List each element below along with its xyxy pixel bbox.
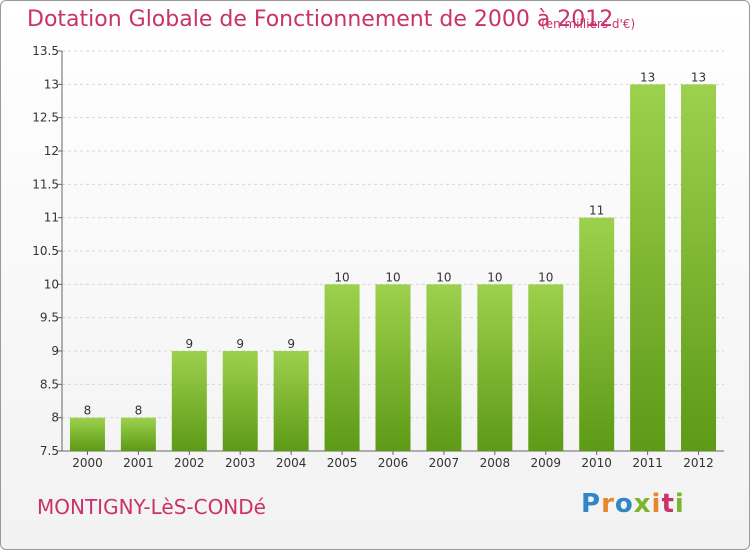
logo-letter: i	[651, 489, 662, 519]
proxiti-logo[interactable]: Proxiti	[581, 489, 685, 519]
bar-value-label: 9	[185, 337, 193, 351]
y-tick-label: 13.5	[32, 44, 59, 58]
logo-letter: r	[601, 489, 615, 519]
logo-letter: t	[661, 489, 675, 519]
bar-value-label: 9	[236, 337, 244, 351]
data-labels: 8 8 9 9 9 10 10 10 10 10 11 13 13	[84, 70, 707, 417]
bar-value-label: 10	[436, 270, 451, 284]
bar	[681, 84, 717, 451]
x-tick-label: 2009	[530, 456, 561, 470]
y-tick-label: 10	[44, 277, 59, 291]
bars	[69, 84, 717, 451]
bar	[579, 217, 615, 451]
chart-title: Dotation Globale de Fonctionnement de 20…	[27, 7, 614, 32]
y-tick-label: 8.5	[40, 377, 59, 391]
bar	[477, 284, 513, 451]
y-tick-label: 11	[44, 211, 59, 225]
bar-value-label: 10	[538, 270, 553, 284]
y-tick-label: 13	[44, 77, 59, 91]
y-tick-label: 11.5	[32, 177, 59, 191]
bar-value-label: 10	[487, 270, 502, 284]
logo-letter: i	[674, 489, 685, 519]
bar	[69, 417, 105, 451]
y-tick-label: 12.5	[32, 111, 59, 125]
bar-value-label: 8	[84, 404, 92, 418]
commune-name: MONTIGNY-LèS-CONDé	[37, 495, 266, 519]
x-tick-label: 2005	[327, 456, 358, 470]
x-tick-label: 2008	[480, 456, 511, 470]
x-tick-label: 2000	[72, 456, 103, 470]
bar	[426, 284, 462, 451]
logo-letter: o	[614, 489, 634, 519]
x-tick-labels: 2000 2001 2002 2003 2004 2005 2006 2007 2008 2009…	[72, 456, 714, 470]
bar	[171, 351, 207, 451]
bar	[120, 417, 156, 451]
x-tick-label: 2007	[429, 456, 460, 470]
x-tick-label: 2006	[378, 456, 409, 470]
y-tick-label: 9.5	[40, 311, 59, 325]
bar-value-label: 8	[135, 404, 143, 418]
bar-value-label: 11	[589, 204, 604, 218]
logo-letter: x	[633, 489, 652, 519]
y-tick-label: 8	[51, 411, 59, 425]
x-tick-label: 2010	[581, 456, 612, 470]
logo-letter: P	[581, 489, 602, 519]
bar-value-label: 13	[640, 70, 655, 84]
bar-value-label: 9	[287, 337, 295, 351]
bar	[630, 84, 666, 451]
x-tick-label: 2003	[225, 456, 256, 470]
bar	[324, 284, 360, 451]
y-tick-label: 9	[51, 344, 59, 358]
x-tick-label: 2001	[123, 456, 154, 470]
y-tick-label: 7.5	[40, 444, 59, 458]
x-tick-label: 2011	[632, 456, 663, 470]
bar-value-label: 10	[334, 270, 349, 284]
x-tick-label: 2002	[174, 456, 205, 470]
chart-subtitle: (en milliers d'€)	[541, 17, 636, 31]
x-tick-label: 2012	[683, 456, 714, 470]
bar	[222, 351, 258, 451]
bar	[273, 351, 309, 451]
bar	[375, 284, 411, 451]
y-tick-label: 12	[44, 144, 59, 158]
bar-value-label: 10	[385, 270, 400, 284]
bar-value-label: 13	[691, 70, 706, 84]
bar	[528, 284, 564, 451]
y-tick-labels: 7.5 8 8.5 9 9.5 10 10.5 11 11.5 12 12.5 13 13.5	[32, 44, 59, 458]
x-tick-label: 2004	[276, 456, 307, 470]
y-tick-label: 10.5	[32, 244, 59, 258]
